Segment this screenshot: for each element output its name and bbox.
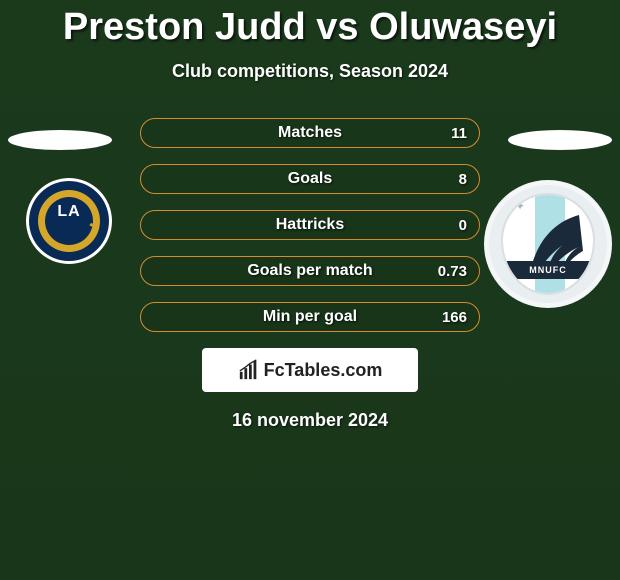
brand-text: FcTables.com (264, 360, 383, 381)
stat-row-goals-per-match: Goals per match 0.73 (140, 256, 480, 286)
bar-chart-icon (238, 359, 260, 381)
stat-value: 8 (459, 171, 467, 188)
stat-label: Hattricks (276, 216, 344, 234)
subtitle: Club competitions, Season 2024 (0, 61, 620, 82)
page-title: Preston Judd vs Oluwaseyi (0, 0, 620, 49)
stat-row-min-per-goal: Min per goal 166 (140, 302, 480, 332)
stat-value: 0.73 (438, 263, 467, 280)
stat-value: 0 (459, 217, 467, 234)
stat-value: 11 (451, 125, 467, 142)
stat-value: 166 (442, 309, 467, 326)
brand-box[interactable]: FcTables.com (202, 348, 418, 392)
stat-row-goals: Goals 8 (140, 164, 480, 194)
stat-label: Goals (288, 170, 332, 188)
stat-row-hattricks: Hattricks 0 (140, 210, 480, 240)
stat-label: Goals per match (247, 262, 372, 280)
stat-row-matches: Matches 11 (140, 118, 480, 148)
stat-label: Min per goal (263, 308, 357, 326)
date-text: 16 november 2024 (0, 410, 620, 431)
stat-label: Matches (278, 124, 342, 142)
stats-container: Matches 11 Goals 8 Hattricks 0 Goals per… (0, 118, 620, 332)
